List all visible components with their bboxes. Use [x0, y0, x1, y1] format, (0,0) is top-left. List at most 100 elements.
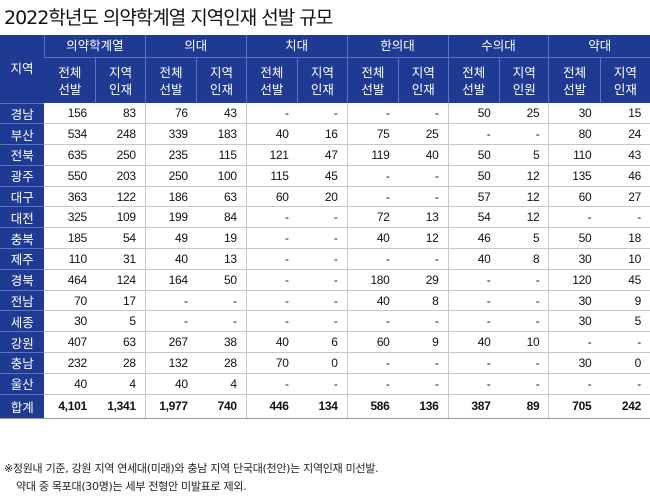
value-cell: 38 [196, 331, 247, 354]
value-cell: 199 [144, 206, 197, 229]
value-cell: 156 [44, 103, 96, 125]
value-cell: 186 [144, 186, 197, 208]
value-cell: 30 [44, 310, 96, 333]
value-cell: 15 [600, 103, 650, 125]
table-row: 울산 40 4 40 4- - - - - - - - [0, 373, 650, 395]
value-cell: - [600, 373, 650, 395]
value-cell: 100 [196, 165, 247, 187]
table-row: 제주 110 31 40 13- - - -40 8 30 10 [0, 248, 650, 270]
value-cell: 40 [144, 373, 197, 395]
value-cell: 136 [398, 394, 449, 419]
region-cell: 대구 [0, 186, 45, 208]
value-cell: 50 [196, 269, 247, 291]
value-cell: 8 [499, 248, 549, 270]
sub-header-row: 전체 선발 지역 인재 전체 선발 지역 인재 전체 선발 지역 인재 전체 선발 지역 인재 전체 선발 지역 인원… [0, 57, 650, 103]
value-cell: 267 [144, 331, 197, 354]
value-cell: 25 [398, 123, 449, 146]
value-cell: 40 [398, 144, 449, 166]
total-row: 합계 4,101 1,341 1,977 740 446 134 586 136 387 89 705… [0, 394, 650, 419]
value-cell: 19 [196, 227, 247, 250]
value-cell: - [346, 352, 399, 374]
table-row: 경남 156 83 76 43- - - -50 25 30 15 [0, 103, 650, 125]
value-cell: 18 [600, 227, 650, 250]
sub-header-line: 선발 [462, 82, 486, 98]
value-cell: 46 [600, 165, 650, 187]
value-cell: 1,977 [144, 394, 197, 419]
value-cell: 4,101 [44, 394, 96, 419]
value-cell: 83 [95, 103, 146, 125]
value-cell: 121 [245, 144, 298, 166]
value-cell: 50 [447, 165, 500, 187]
value-cell: 60 [346, 331, 399, 354]
value-cell: 70 [245, 352, 298, 374]
region-cell: 합계 [0, 394, 45, 419]
value-cell: 635 [44, 144, 96, 166]
value-cell: - [447, 290, 500, 312]
region-cell: 전북 [0, 144, 45, 166]
value-cell: 464 [44, 269, 96, 291]
value-cell: - [447, 310, 500, 333]
value-cell: 363 [44, 186, 96, 208]
value-cell: - [245, 373, 298, 395]
value-cell: 30 [548, 352, 601, 374]
value-cell: 534 [44, 123, 96, 146]
sub-header: 전체 선발 [447, 57, 500, 103]
group-header: 치대 [245, 35, 348, 58]
value-cell: 28 [95, 352, 146, 374]
value-cell: - [245, 290, 298, 312]
value-cell: - [600, 206, 650, 229]
region-cell: 경남 [0, 103, 45, 125]
value-cell: - [499, 310, 549, 333]
value-cell: 407 [44, 331, 96, 354]
value-cell: - [245, 206, 298, 229]
value-cell: - [346, 373, 399, 395]
value-cell: - [398, 186, 449, 208]
value-cell: 30 [548, 248, 601, 270]
footnotes: ※정원내 기준, 강원 지역 연세대(미래)와 충남 지역 단국대(천안)는 지… [4, 460, 379, 496]
value-cell: 164 [144, 269, 197, 291]
group-header-row: 지역 의약학계열 의대 치대 한의대 수의대 약대 [0, 35, 650, 104]
value-cell: - [297, 373, 348, 395]
footnote: ※정원내 기준, 강원 지역 연세대(미래)와 충남 지역 단국대(천안)는 지… [4, 462, 379, 475]
region-header: 지역 [0, 35, 45, 104]
value-cell: - [398, 373, 449, 395]
group-header: 수의대 [447, 35, 549, 58]
value-cell: 135 [548, 165, 601, 187]
value-cell: - [447, 373, 500, 395]
value-cell: - [499, 269, 549, 291]
value-cell: 325 [44, 206, 96, 229]
value-cell: 43 [196, 103, 247, 125]
value-cell: - [245, 310, 298, 333]
value-cell: - [398, 103, 449, 125]
sub-header-line: 전체 [361, 65, 385, 81]
value-cell: - [245, 248, 298, 270]
value-cell: - [447, 352, 500, 374]
value-cell: 119 [346, 144, 399, 166]
region-cell: 울산 [0, 373, 45, 395]
value-cell: - [297, 227, 348, 250]
value-cell: 120 [548, 269, 601, 291]
value-cell: 16 [297, 123, 348, 146]
value-cell: 180 [346, 269, 399, 291]
region-cell: 세종 [0, 310, 45, 333]
value-cell: - [245, 227, 298, 250]
value-cell: - [245, 103, 298, 125]
value-cell: 5 [95, 310, 146, 333]
sub-header-line: 지역 [411, 65, 435, 81]
value-cell: 40 [245, 123, 298, 146]
group-header: 의대 [144, 35, 247, 58]
value-cell: 50 [447, 103, 500, 125]
value-cell: - [144, 290, 197, 312]
value-cell: - [297, 310, 348, 333]
sub-header: 전체 선발 [44, 57, 96, 103]
table-row: 대구 363 122 186 63 60 20- -57 12 60 27 [0, 186, 650, 208]
region-cell: 강원 [0, 331, 45, 354]
value-cell: 5 [600, 310, 650, 333]
data-table-wrapper: 지역 의약학계열 의대 치대 한의대 수의대 약대 전체 선발 지역 인재 전체 선발 지역… [0, 35, 650, 419]
table-row: 세종 30 5- - - - - - - -30 5 [0, 310, 650, 333]
value-cell: 6 [297, 331, 348, 354]
value-cell: 29 [398, 269, 449, 291]
value-cell: - [548, 331, 601, 354]
value-cell: - [346, 165, 399, 187]
value-cell: 12 [499, 206, 549, 229]
